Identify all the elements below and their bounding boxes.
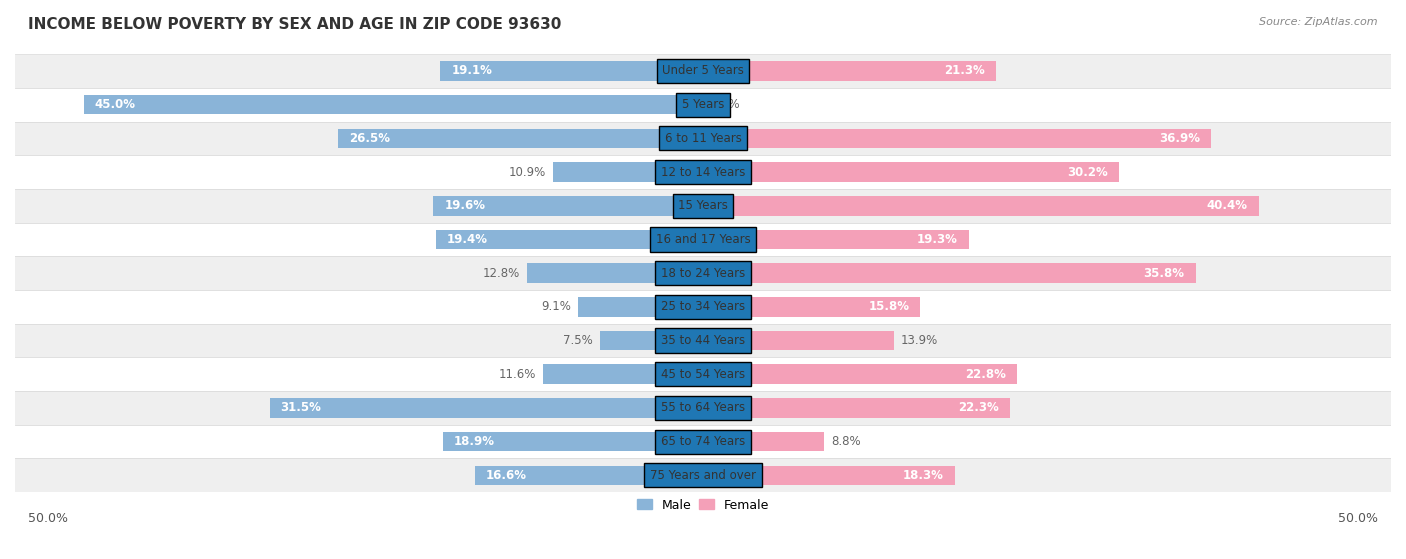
Text: 15 Years: 15 Years (678, 199, 728, 212)
Text: Source: ZipAtlas.com: Source: ZipAtlas.com (1260, 17, 1378, 27)
Bar (15, 257, 1391, 290)
Text: 50.0%: 50.0% (1339, 513, 1378, 525)
Bar (703, 196, 1258, 216)
Text: 13.9%: 13.9% (901, 334, 938, 347)
Text: 16.6%: 16.6% (485, 469, 527, 482)
Bar (15, 290, 1391, 324)
Bar (433, 196, 703, 216)
Bar (703, 297, 921, 316)
Bar (703, 398, 1010, 418)
Text: 50.0%: 50.0% (28, 513, 67, 525)
Text: 9.1%: 9.1% (541, 300, 571, 314)
Text: 30.2%: 30.2% (1067, 165, 1108, 178)
Text: 31.5%: 31.5% (281, 401, 322, 414)
Bar (436, 230, 703, 249)
Bar (553, 162, 703, 182)
Text: Under 5 Years: Under 5 Years (662, 64, 744, 78)
Bar (703, 466, 955, 485)
Bar (15, 121, 1391, 155)
Bar (15, 458, 1391, 492)
Bar (703, 364, 1017, 384)
Bar (15, 155, 1391, 189)
Text: 36.9%: 36.9% (1159, 132, 1199, 145)
Text: 12 to 14 Years: 12 to 14 Years (661, 165, 745, 178)
Text: 21.3%: 21.3% (945, 64, 986, 78)
Text: 12.8%: 12.8% (482, 267, 520, 280)
Bar (270, 398, 703, 418)
Bar (15, 425, 1391, 458)
Bar (443, 432, 703, 452)
Text: 35 to 44 Years: 35 to 44 Years (661, 334, 745, 347)
Text: 40.4%: 40.4% (1206, 199, 1249, 212)
Text: 55 to 64 Years: 55 to 64 Years (661, 401, 745, 414)
Bar (15, 222, 1391, 257)
Text: 19.3%: 19.3% (917, 233, 957, 246)
Text: 75 Years and over: 75 Years and over (650, 469, 756, 482)
Text: 65 to 74 Years: 65 to 74 Years (661, 435, 745, 448)
Text: 15.8%: 15.8% (869, 300, 910, 314)
Text: 22.3%: 22.3% (957, 401, 998, 414)
Text: 19.6%: 19.6% (444, 199, 485, 212)
Bar (15, 357, 1391, 391)
Bar (84, 95, 703, 115)
Text: 18 to 24 Years: 18 to 24 Years (661, 267, 745, 280)
Text: 18.3%: 18.3% (903, 469, 943, 482)
Bar (15, 189, 1391, 222)
Text: 35.8%: 35.8% (1143, 267, 1185, 280)
Text: 8.8%: 8.8% (831, 435, 860, 448)
Bar (703, 162, 1119, 182)
Bar (15, 324, 1391, 357)
Bar (703, 432, 824, 452)
Text: 25 to 34 Years: 25 to 34 Years (661, 300, 745, 314)
Text: 22.8%: 22.8% (965, 368, 1005, 381)
Text: 18.9%: 18.9% (454, 435, 495, 448)
Bar (543, 364, 703, 384)
Bar (703, 129, 1211, 148)
Bar (703, 61, 995, 80)
Bar (600, 331, 703, 350)
Text: 16 and 17 Years: 16 and 17 Years (655, 233, 751, 246)
Text: INCOME BELOW POVERTY BY SEX AND AGE IN ZIP CODE 93630: INCOME BELOW POVERTY BY SEX AND AGE IN Z… (28, 17, 561, 32)
Text: 0.0%: 0.0% (710, 98, 740, 111)
Bar (440, 61, 703, 80)
Text: 5 Years: 5 Years (682, 98, 724, 111)
Bar (15, 391, 1391, 425)
Text: 7.5%: 7.5% (564, 334, 593, 347)
Bar (15, 88, 1391, 121)
Text: 11.6%: 11.6% (499, 368, 537, 381)
Text: 10.9%: 10.9% (509, 165, 546, 178)
Bar (703, 331, 894, 350)
Legend: Male, Female: Male, Female (631, 494, 775, 517)
Text: 6 to 11 Years: 6 to 11 Years (665, 132, 741, 145)
Text: 19.1%: 19.1% (451, 64, 492, 78)
Text: 45 to 54 Years: 45 to 54 Years (661, 368, 745, 381)
Bar (703, 263, 1195, 283)
Bar (703, 230, 969, 249)
Text: 26.5%: 26.5% (349, 132, 391, 145)
Bar (578, 297, 703, 316)
Bar (15, 54, 1391, 88)
Bar (527, 263, 703, 283)
Text: 19.4%: 19.4% (447, 233, 488, 246)
Bar (475, 466, 703, 485)
Text: 45.0%: 45.0% (94, 98, 136, 111)
Bar (339, 129, 703, 148)
